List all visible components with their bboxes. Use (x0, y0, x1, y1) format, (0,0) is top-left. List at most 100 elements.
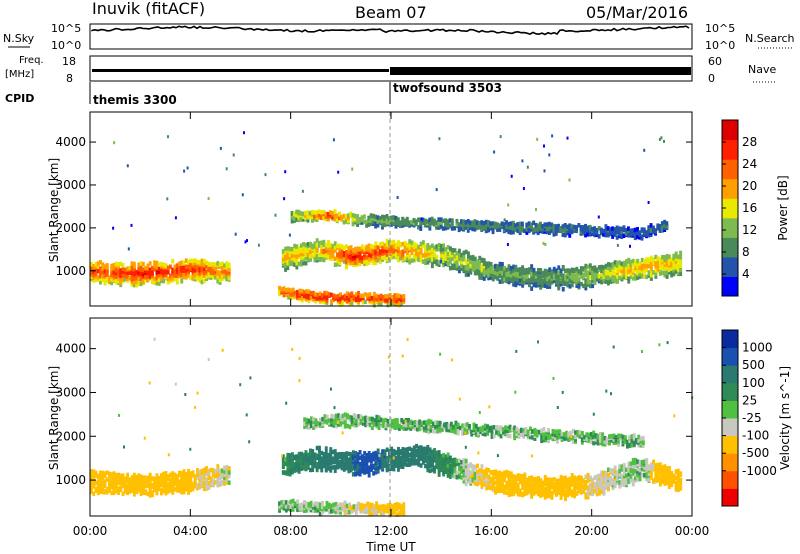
heatmap-cell (512, 277, 516, 283)
heatmap-cell (388, 242, 391, 247)
heatmap-cell (458, 465, 461, 470)
nsearch-tick-bottom: 10^0 (705, 39, 735, 52)
heatmap-cell (512, 264, 516, 270)
heatmap-cell (534, 489, 538, 494)
heatmap-cell (430, 456, 434, 461)
heatmap-cell (309, 290, 313, 296)
heatmap-cell (502, 225, 506, 230)
heatmap-cell (672, 473, 676, 479)
heatmap-cell (178, 261, 181, 266)
heatmap-cell (541, 278, 545, 284)
heatmap-cell (559, 268, 563, 273)
heatmap-cell (171, 486, 175, 491)
heatmap-cell (467, 251, 470, 256)
heatmap-cell (487, 275, 491, 281)
heatmap-cell (629, 461, 633, 466)
heatmap-cell (290, 457, 294, 463)
heatmap-cell (591, 266, 595, 271)
heatmap-cell (403, 455, 407, 461)
heatmap-cell (444, 456, 448, 462)
heatmap-cell (332, 418, 336, 423)
heatmap-cell (357, 414, 361, 419)
heatmap-cell (369, 453, 373, 458)
heatmap-cell (216, 477, 220, 482)
heatmap-cell (329, 210, 332, 215)
heatmap-cell (643, 273, 646, 279)
heatmap-cell (552, 269, 556, 275)
heatmap-cell (372, 255, 376, 261)
heatmap-cell (525, 222, 529, 228)
heatmap-cell (478, 225, 481, 230)
heatmap-cell (480, 257, 484, 263)
heatmap-cell (216, 472, 220, 478)
heatmap-cell (363, 246, 367, 251)
heatmap-cell (303, 296, 306, 301)
heatmap-cell (607, 271, 610, 276)
heatmap-cell (593, 265, 597, 270)
heatmap-cell (584, 492, 588, 497)
heatmap-cell (241, 193, 244, 197)
heatmap-cell (660, 221, 664, 226)
heatmap-cell (602, 477, 606, 482)
heatmap-cell (121, 483, 125, 488)
heatmap-cell (351, 472, 355, 477)
heatmap-cell (356, 250, 360, 256)
heatmap-cell (480, 464, 484, 469)
heatmap-cell (290, 256, 294, 261)
heatmap-cell (363, 459, 367, 464)
heatmap-cell (649, 261, 653, 267)
heatmap-cell (162, 484, 166, 489)
heatmap-cell (606, 232, 610, 238)
heatmap-cell (336, 252, 339, 257)
heatmap-cell (613, 230, 617, 236)
heatmap-cell (652, 270, 655, 275)
heatmap-cell (187, 482, 190, 487)
velocity-heatmap-cells (90, 337, 694, 518)
heatmap-cell (119, 271, 123, 276)
heatmap-cell (385, 219, 389, 225)
heatmap-cell (499, 433, 503, 439)
heatmap-cell (419, 448, 423, 454)
heatmap-cell (679, 485, 683, 490)
heatmap-cell (333, 245, 337, 250)
heatmap-cell (374, 214, 378, 220)
heatmap-cell (417, 457, 421, 463)
heatmap-cell (573, 268, 576, 273)
heatmap-cell (505, 267, 509, 273)
heatmap-cell (415, 443, 418, 449)
heatmap-cell (325, 294, 329, 300)
heatmap-cell (381, 255, 385, 260)
heatmap-cell (399, 220, 402, 225)
heatmap-cell (513, 435, 517, 441)
heatmap-cell (539, 225, 542, 231)
heatmap-cell (482, 270, 486, 275)
heatmap-cell (94, 473, 98, 478)
heatmap-cell (299, 255, 303, 260)
heatmap-cell (600, 279, 604, 285)
heatmap-cell (189, 258, 193, 264)
heatmap-cell (374, 224, 378, 229)
heatmap-cell (376, 251, 380, 256)
heatmap-cell (561, 281, 565, 286)
heatmap-cell (341, 300, 345, 306)
heatmap-cell (117, 475, 120, 480)
heatmap-cell (330, 292, 333, 298)
heatmap-cell (532, 278, 536, 284)
heatmap-cell (207, 261, 211, 267)
heatmap-cell (123, 486, 127, 491)
heatmap-cell (305, 418, 309, 423)
heatmap-cell (394, 450, 398, 455)
heatmap-cell (473, 227, 477, 232)
heatmap-cell (616, 263, 619, 268)
heatmap-cell (382, 418, 386, 423)
heatmap-cell (180, 484, 184, 490)
heatmap-cell (604, 273, 608, 279)
heatmap-cell (164, 474, 168, 480)
heatmap-cell (132, 272, 136, 277)
heatmap-cell (543, 474, 547, 480)
heatmap-cell (548, 230, 551, 235)
heatmap-cell (473, 256, 477, 262)
heatmap-cell (491, 264, 495, 270)
heatmap-cell (602, 268, 606, 273)
heatmap-cell (654, 260, 658, 266)
